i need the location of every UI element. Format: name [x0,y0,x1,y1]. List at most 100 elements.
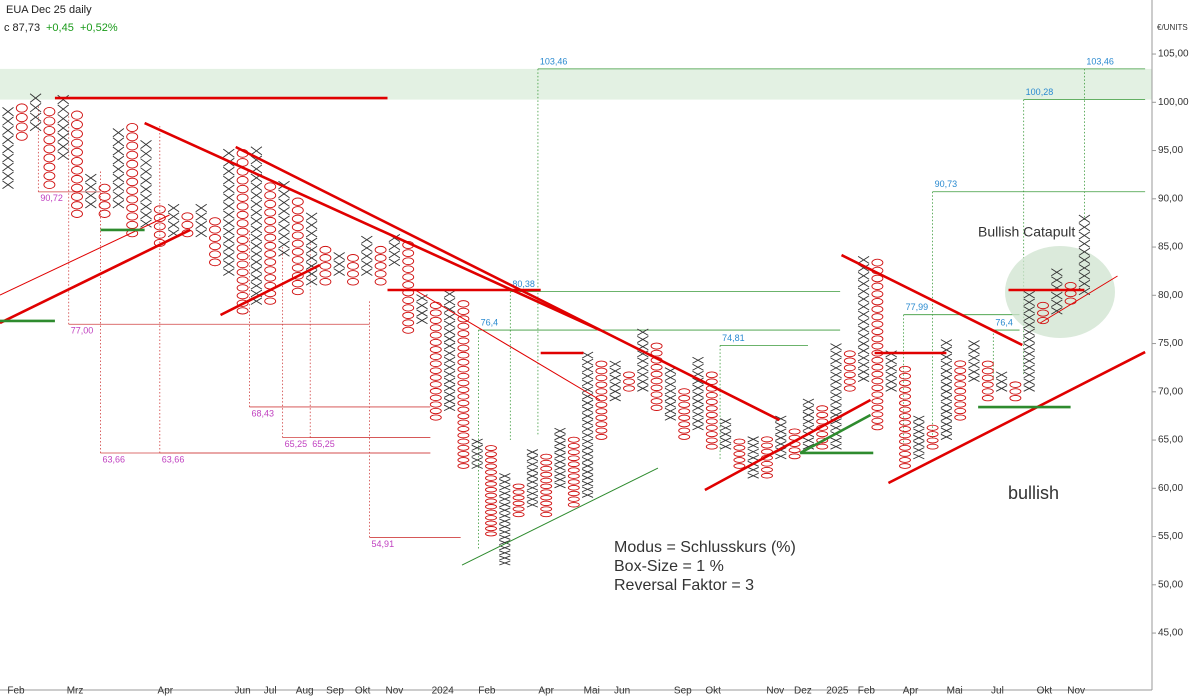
o-box [485,492,497,499]
x-box [499,534,511,540]
pf-column [981,360,994,402]
x-box [1023,343,1035,351]
y-tick-label: 70,00 [1158,386,1183,397]
target-label: 77,99 [906,302,929,312]
x-box [581,432,594,439]
pf-column [29,93,42,132]
o-box [236,184,249,194]
x-box [195,203,207,213]
x-box [443,349,456,357]
o-box [705,431,718,438]
x-box [85,199,97,209]
o-box [843,364,856,372]
x-box [250,216,263,226]
o-box [264,216,277,226]
x-box [581,450,594,457]
target-label: 63,66 [162,454,185,464]
x-box [1023,335,1035,343]
x-box [195,229,207,238]
pf-column [181,212,194,238]
x-box [637,350,649,358]
x-box [719,418,732,425]
o-box [540,471,553,478]
x-box [747,466,759,473]
x-box [499,478,511,485]
y-tick-label: 95,00 [1158,145,1183,156]
x-box [692,398,704,405]
x-box [278,189,290,199]
x-box [581,386,594,393]
pf-column [2,107,14,190]
o-box [871,370,884,378]
x-box [609,388,621,395]
pf-column [485,445,497,537]
x-box [830,424,842,431]
x-box [857,303,870,311]
x-box [443,363,456,371]
y-tick-label: 90,00 [1158,193,1183,204]
trendline [0,228,191,325]
o-box [871,290,884,298]
pf-column [526,449,539,508]
x-tick-label: Feb [858,686,876,697]
o-box [15,112,28,123]
pf-column [540,453,553,518]
x-box [29,103,42,113]
x-box [857,340,870,348]
target-label: 90,72 [40,193,63,203]
x-box [581,486,594,493]
x-box [995,378,1008,385]
x-box [940,408,953,415]
pf-column [581,351,594,498]
o-box [291,231,304,240]
o-box [43,162,56,172]
x-box [692,417,704,424]
trendline [144,121,601,332]
x-box [278,198,290,207]
trendline [219,263,321,317]
o-box [236,252,249,261]
x-box [526,461,539,468]
o-box [457,393,470,400]
x-box [112,182,125,192]
o-box [899,393,911,400]
o-box [899,425,911,433]
x-box [581,463,594,469]
o-box [788,447,801,454]
x-box [554,440,566,447]
o-box [402,265,415,273]
o-box [761,472,773,479]
x-box [471,450,483,457]
o-box [899,365,911,373]
x-box [1078,272,1091,280]
o-box [457,322,470,330]
o-box [512,495,525,501]
x-box [1023,385,1035,392]
x-box [802,424,815,431]
o-box [402,311,415,320]
x-box [940,381,953,388]
x-box [388,242,401,251]
x-box [57,142,69,151]
x-tick-label: Nov [766,686,784,697]
o-box [540,453,553,460]
o-box [264,250,277,258]
x-box [554,446,566,453]
o-box [291,223,304,232]
o-box [429,374,442,381]
pf-column [291,197,304,296]
pf-column [554,427,566,489]
o-box [209,225,221,234]
o-box [567,473,580,479]
x-tick-label: 2025 [826,686,849,697]
x-box [857,368,870,376]
x-box [857,361,870,369]
o-box [761,460,773,467]
x-box [664,394,677,402]
axis-layer: 45,00 50,00 55,00 60,00 65,00 70,00 75,00 80,00… [7,49,1189,697]
pf-column [43,107,56,189]
o-box [457,438,470,445]
o-box [650,398,663,405]
x-box [223,235,235,244]
